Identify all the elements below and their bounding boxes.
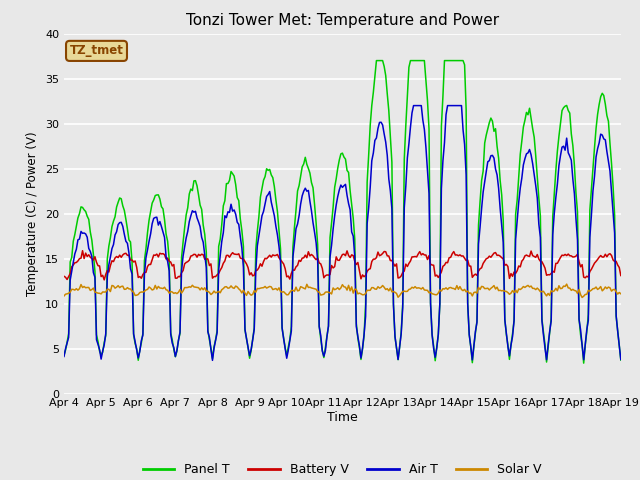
Y-axis label: Temperature (C) / Power (V): Temperature (C) / Power (V) [26, 132, 40, 296]
Title: Tonzi Tower Met: Temperature and Power: Tonzi Tower Met: Temperature and Power [186, 13, 499, 28]
Text: TZ_tmet: TZ_tmet [70, 44, 124, 58]
Legend: Panel T, Battery V, Air T, Solar V: Panel T, Battery V, Air T, Solar V [138, 458, 547, 480]
X-axis label: Time: Time [327, 411, 358, 424]
